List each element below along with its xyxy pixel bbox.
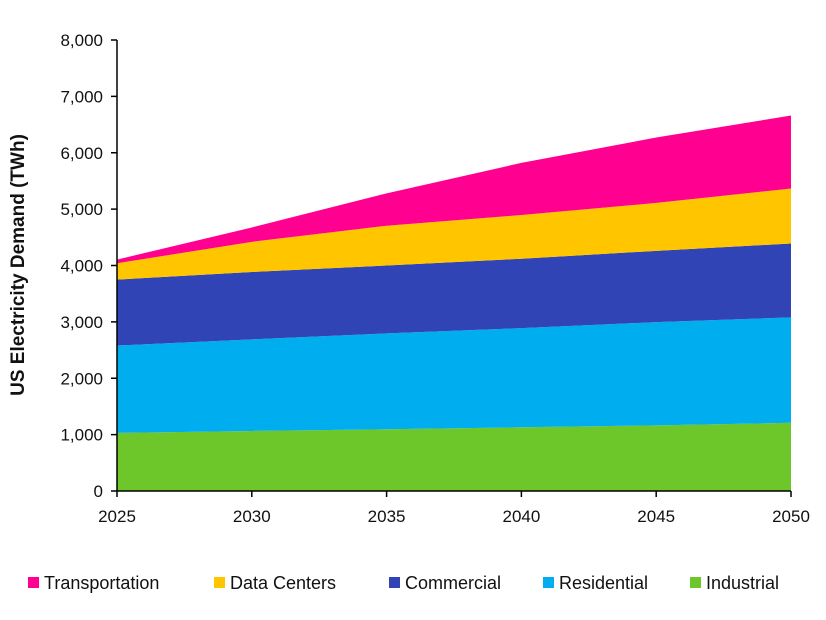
area-commercial bbox=[117, 243, 791, 346]
y-tick-label: 5,000 bbox=[60, 200, 103, 219]
y-tick-label: 1,000 bbox=[60, 426, 103, 445]
y-tick-label: 4,000 bbox=[60, 257, 103, 276]
legend: Transportation Data Centers Commercial Resi… bbox=[28, 573, 779, 593]
x-tick-label: 2030 bbox=[233, 507, 271, 526]
legend-swatch bbox=[690, 577, 701, 588]
legend-label: Transportation bbox=[44, 573, 159, 593]
areas bbox=[117, 115, 791, 491]
legend-swatch bbox=[214, 577, 225, 588]
area-transportation bbox=[117, 115, 791, 264]
y-tick-label: 7,000 bbox=[60, 87, 103, 106]
area-data-centers bbox=[117, 188, 791, 280]
y-tick-label: 8,000 bbox=[60, 31, 103, 50]
axes: 0 1,000 2,000 3,000 4,000 5,000 6,000 7,000 8,00… bbox=[60, 31, 809, 526]
y-tick-label: 2,000 bbox=[60, 369, 103, 388]
area-industrial bbox=[117, 422, 791, 491]
legend-label: Residential bbox=[559, 573, 648, 593]
legend-item: Commercial bbox=[389, 573, 501, 593]
legend-swatch bbox=[389, 577, 400, 588]
legend-item: Industrial bbox=[690, 573, 779, 593]
y-tick-label: 0 bbox=[94, 482, 103, 501]
x-tick-label: 2045 bbox=[637, 507, 675, 526]
x-tick-label: 2035 bbox=[368, 507, 406, 526]
area-residential bbox=[117, 317, 791, 433]
x-tick-label: 2025 bbox=[98, 507, 136, 526]
legend-swatch bbox=[543, 577, 554, 588]
legend-item: Transportation bbox=[28, 573, 159, 593]
legend-swatch bbox=[28, 577, 39, 588]
legend-label: Commercial bbox=[405, 573, 501, 593]
legend-label: Industrial bbox=[706, 573, 779, 593]
legend-label: Data Centers bbox=[230, 573, 336, 593]
x-tick-label: 2050 bbox=[772, 507, 810, 526]
legend-item: Data Centers bbox=[214, 573, 336, 593]
y-tick-label: 6,000 bbox=[60, 144, 103, 163]
y-tick-label: 3,000 bbox=[60, 313, 103, 332]
legend-item: Residential bbox=[543, 573, 648, 593]
x-tick-label: 2040 bbox=[502, 507, 540, 526]
y-axis-label: US Electricity Demand (TWh) bbox=[8, 134, 29, 396]
